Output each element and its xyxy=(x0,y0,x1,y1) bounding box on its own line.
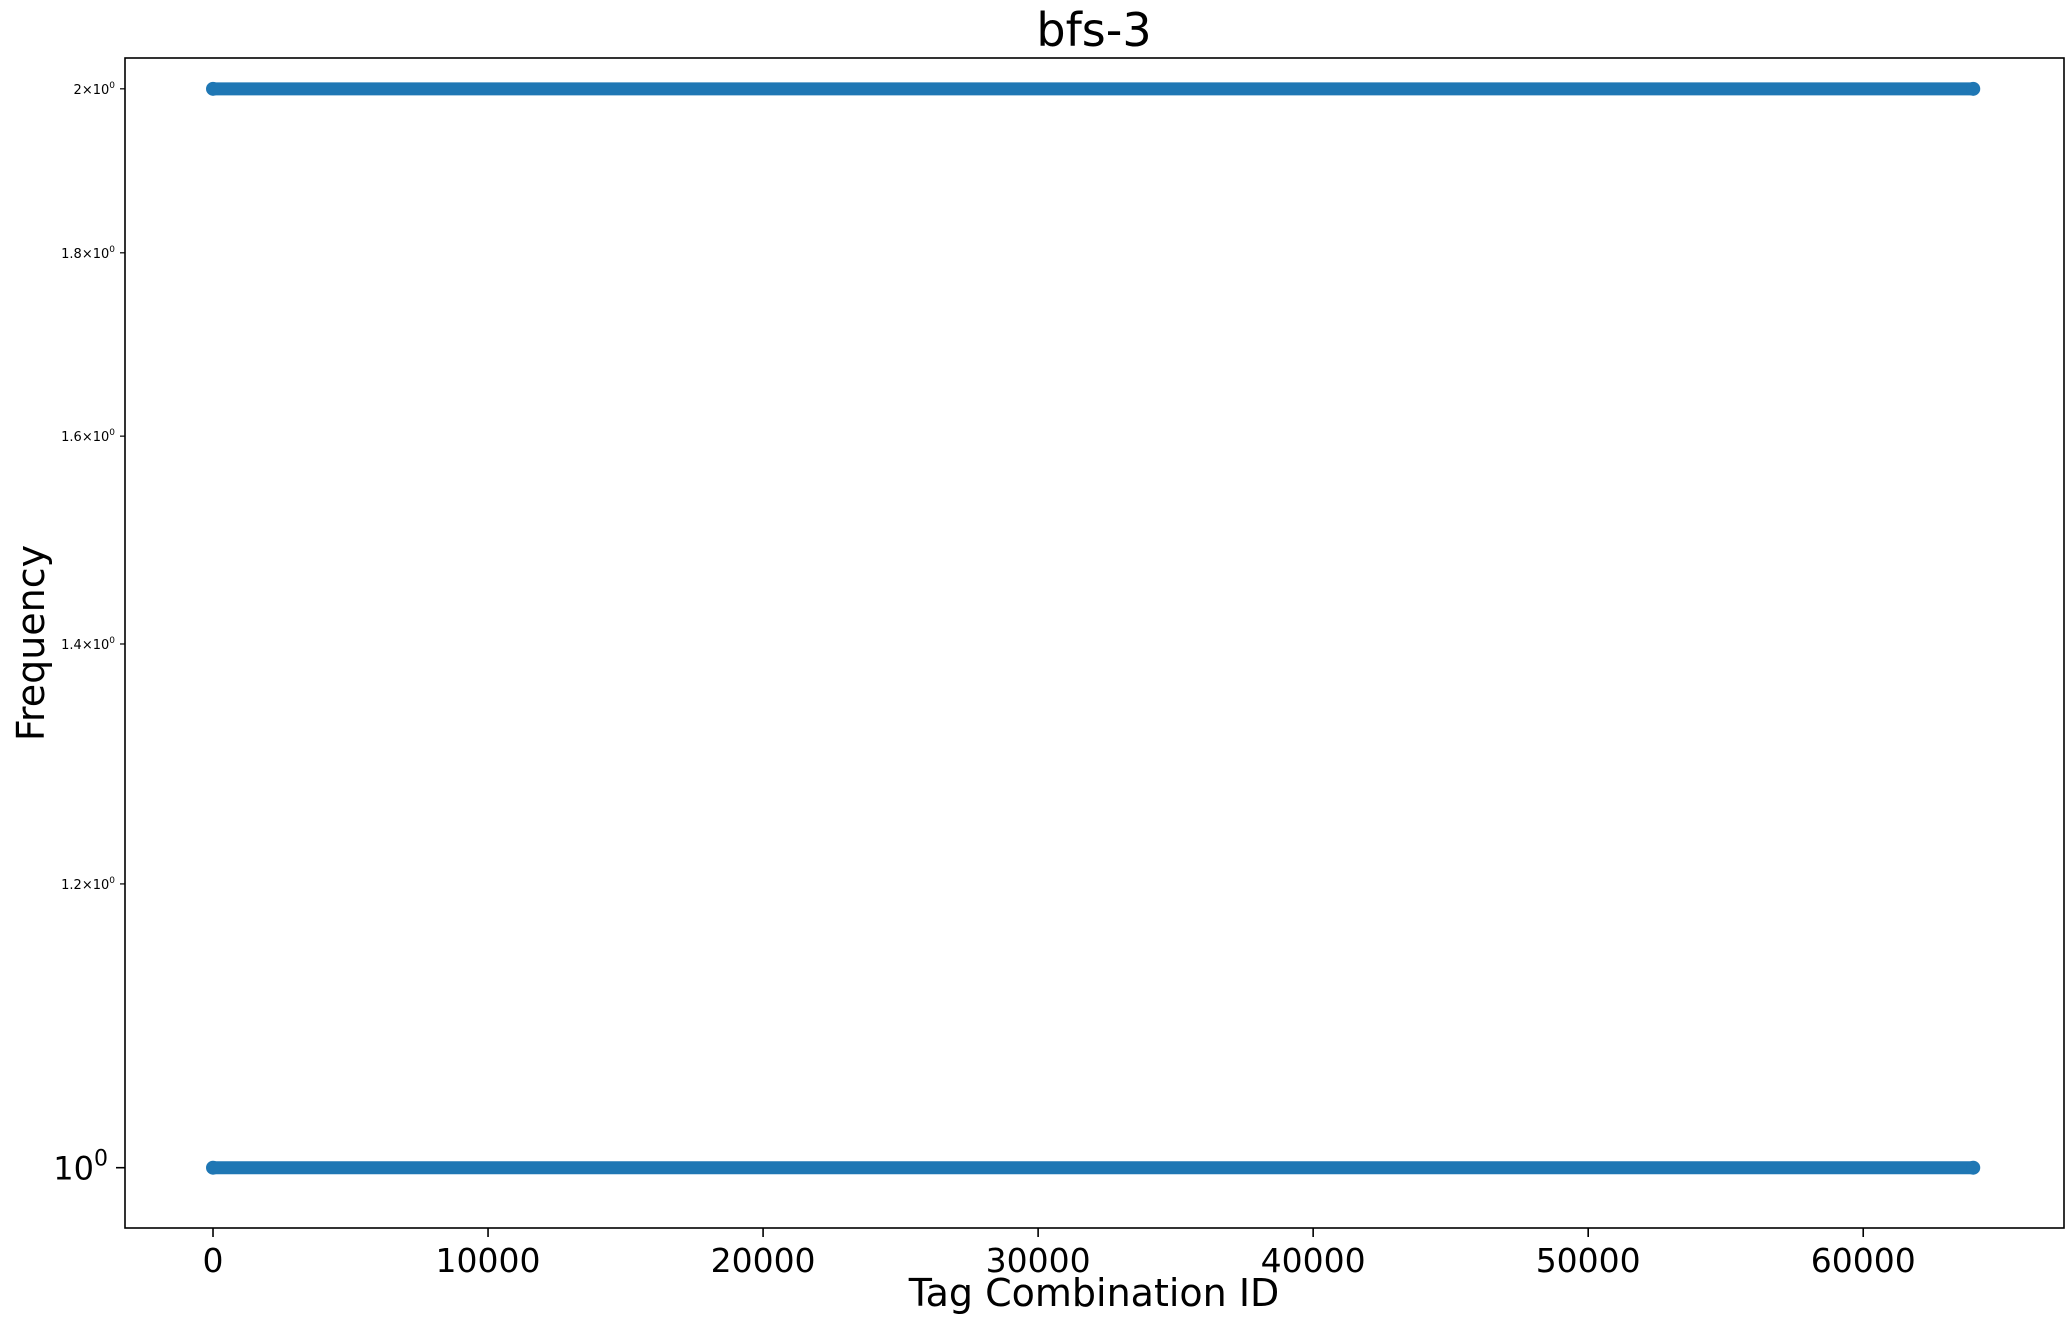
y-tick-label-major: 100 xyxy=(53,1147,108,1188)
x-tick-label: 50000 xyxy=(1536,1241,1641,1280)
chart-title: bfs-3 xyxy=(1036,3,1151,57)
y-axis-label: Frequency xyxy=(9,545,53,741)
series-point xyxy=(1966,81,1981,96)
x-tick-label: 10000 xyxy=(436,1241,541,1280)
series-point xyxy=(206,81,221,96)
series-point xyxy=(1966,1160,1981,1175)
x-tick-label: 30000 xyxy=(986,1241,1091,1280)
x-tick-label: 20000 xyxy=(711,1241,816,1280)
x-tick-label: 0 xyxy=(203,1241,224,1280)
series-1 xyxy=(206,81,1981,96)
x-tick-label: 40000 xyxy=(1261,1241,1366,1280)
y-tick-label-minor: 1.4×100 xyxy=(61,636,115,653)
y-axis: 100 1.2×100 1.4×100 1.6×100 1.8×100 2×100 xyxy=(53,81,125,1188)
y-tick-label-minor: 1.6×100 xyxy=(61,428,115,445)
plot-marks xyxy=(206,81,1981,1175)
series-point xyxy=(206,1160,221,1175)
x-axis-label: Tag Combination ID xyxy=(908,1271,1280,1315)
plot-frame xyxy=(124,57,2065,1229)
x-tick-label: 60000 xyxy=(1811,1241,1916,1280)
y-tick-label-minor: 1.8×100 xyxy=(61,245,115,262)
y-tick-label-minor: 1.2×100 xyxy=(61,876,115,893)
x-axis: 0 10000 20000 30000 40000 50000 60000 xyxy=(203,1228,1916,1280)
y-tick-label-minor: 2×100 xyxy=(74,81,116,98)
series-2 xyxy=(206,1160,1981,1175)
